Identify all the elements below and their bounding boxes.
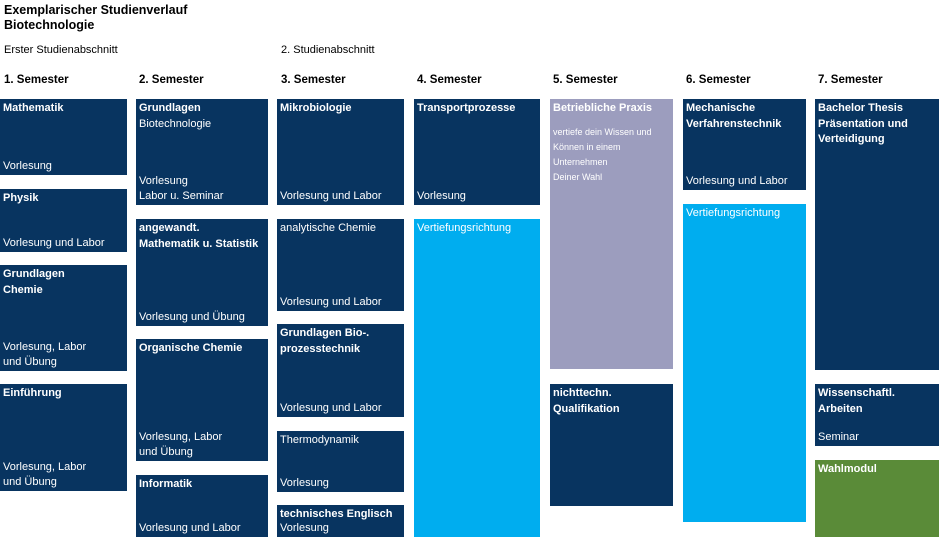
- module-title: Thermodynamik: [280, 434, 359, 446]
- page-title: Exemplarischer Studienverlauf Biotechnol…: [4, 3, 187, 33]
- module-organische-chemie[interactable]: Organische Chemie Vorlesung, Labor und Ü…: [136, 339, 268, 461]
- module-transportprozesse[interactable]: Transportprozesse Vorlesung: [414, 99, 540, 205]
- title-line-1: Exemplarischer Studienverlauf: [4, 3, 188, 17]
- module-bioprozesstechnik[interactable]: Grundlagen Bio-. prozesstechnik Vorlesun…: [277, 324, 404, 417]
- module-title: Grundlagen Chemie: [3, 268, 65, 296]
- module-type: Vorlesung: [280, 521, 329, 534]
- module-type: Vorlesung und Labor: [280, 189, 382, 202]
- module-title: Transportprozesse: [417, 102, 516, 114]
- module-grundlagen-biotechnologie[interactable]: Grundlagen Biotechnologie Vorlesung Labo…: [136, 99, 268, 205]
- module-vertiefungsrichtung-4[interactable]: Vertiefungsrichtung: [414, 219, 540, 537]
- module-informatik[interactable]: Informatik Vorlesung und Labor: [136, 475, 268, 537]
- module-type: Seminar: [818, 430, 859, 443]
- module-type: Vorlesung und Labor: [3, 236, 105, 249]
- module-wissenschaftliches-arbeiten[interactable]: Wissenschaftl. Arbeiten Seminar: [815, 384, 939, 446]
- module-title: analytische Chemie: [280, 222, 376, 234]
- module-mechanische-verfahrenstechnik[interactable]: Mechanische Verfahrenstechnik Vorlesung …: [683, 99, 806, 190]
- module-type: Vorlesung und Labor: [280, 295, 382, 308]
- module-grundlagen-chemie[interactable]: Grundlagen Chemie Vorlesung, Labor und Ü…: [0, 265, 127, 371]
- module-title: Wahlmodul: [818, 463, 877, 475]
- module-description: vertiefe dein Wissen und Können in einem…: [553, 126, 652, 182]
- module-type: Vorlesung und Labor: [139, 521, 241, 534]
- module-type: Vorlesung, Labor und Übung: [3, 341, 87, 368]
- module-technisches-englisch[interactable]: technisches Englisch Vorlesung: [277, 505, 404, 537]
- semester-header-3: 3. Semester: [281, 74, 346, 86]
- semester-header-4: 4. Semester: [417, 74, 482, 86]
- title-line-2: Biotechnologie: [4, 18, 95, 32]
- semester-header-2: 2. Semester: [139, 74, 204, 86]
- module-type: Vorlesung: [280, 476, 329, 489]
- module-betriebliche-praxis[interactable]: Betriebliche Praxis vertiefe dein Wissen…: [550, 99, 673, 369]
- semester-header-6: 6. Semester: [686, 74, 751, 86]
- module-subtitle: Biotechnologie: [139, 117, 212, 130]
- module-type: Vorlesung: [417, 189, 466, 202]
- module-vertiefungsrichtung-6[interactable]: Vertiefungsrichtung: [683, 204, 806, 522]
- module-title: Vertiefungsrichtung: [417, 222, 512, 234]
- module-type: Vorlesung, Labor und Übung: [3, 461, 87, 488]
- module-title: nichttechn. Qualifikation: [553, 387, 620, 415]
- module-einfuehrung[interactable]: Einführung Vorlesung, Labor und Übung: [0, 384, 127, 491]
- module-title: angewandt. Mathematik u. Statistik: [139, 222, 259, 250]
- module-type: Vorlesung: [3, 159, 52, 172]
- module-title: Physik: [3, 192, 39, 204]
- module-title: Mechanische Verfahrenstechnik: [686, 102, 782, 130]
- semester-header-5: 5. Semester: [553, 74, 618, 86]
- module-title: Organische Chemie: [139, 342, 243, 354]
- module-mathematik[interactable]: Mathematik Vorlesung: [0, 99, 127, 175]
- module-thermodynamik[interactable]: Thermodynamik Vorlesung: [277, 431, 404, 492]
- module-title: technisches Englisch: [280, 508, 393, 520]
- module-nichttechnische-qualifikation[interactable]: nichttechn. Qualifikation: [550, 384, 673, 506]
- module-title: Einführung: [3, 387, 62, 399]
- phase-label-1: Erster Studienabschnitt: [4, 44, 118, 56]
- phase-label-2: 2. Studienabschnitt: [281, 44, 375, 56]
- module-title: Grundlagen Bio-. prozesstechnik: [280, 327, 370, 355]
- module-angewandte-mathematik-statistik[interactable]: angewandt. Mathematik u. Statistik Vorle…: [136, 219, 268, 326]
- semester-header-1: 1. Semester: [4, 74, 69, 86]
- module-title: Wissenschaftl. Arbeiten: [818, 387, 895, 415]
- module-wahlmodul[interactable]: Wahlmodul: [815, 460, 939, 537]
- module-title: Betriebliche Praxis: [553, 102, 653, 114]
- module-physik[interactable]: Physik Vorlesung und Labor: [0, 189, 127, 252]
- module-title: Vertiefungsrichtung: [686, 207, 781, 219]
- module-type: Vorlesung Labor u. Seminar: [139, 175, 224, 202]
- module-title: Informatik: [139, 478, 193, 490]
- module-mikrobiologie[interactable]: Mikrobiologie Vorlesung und Labor: [277, 99, 404, 205]
- module-type: Vorlesung, Labor und Übung: [139, 431, 223, 458]
- module-type: Vorlesung und Labor: [686, 174, 788, 187]
- semester-header-7: 7. Semester: [818, 74, 883, 86]
- module-type: Vorlesung und Labor: [280, 401, 382, 414]
- module-analytische-chemie[interactable]: analytische Chemie Vorlesung und Labor: [277, 219, 404, 311]
- module-type: Vorlesung und Übung: [139, 310, 245, 323]
- module-title: Bachelor Thesis Präsentation und Verteid…: [818, 102, 908, 145]
- module-bachelor-thesis[interactable]: Bachelor Thesis Präsentation und Verteid…: [815, 99, 939, 370]
- module-title: Grundlagen: [139, 102, 201, 114]
- module-title: Mikrobiologie: [280, 102, 352, 114]
- module-title: Mathematik: [3, 102, 64, 114]
